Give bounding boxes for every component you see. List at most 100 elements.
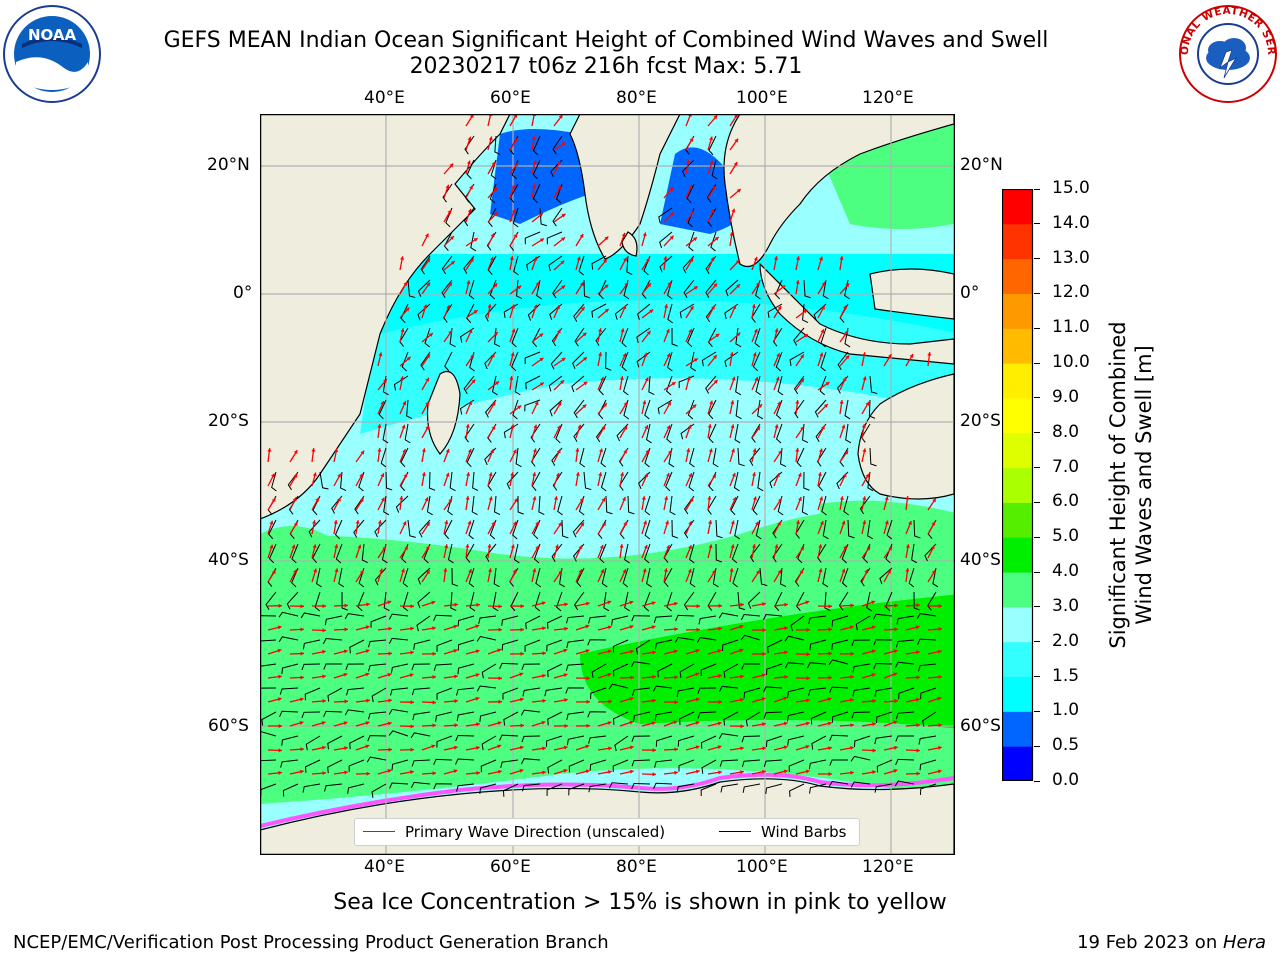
wave-direction-arrowhead xyxy=(666,425,671,430)
wave-direction-arrowhead xyxy=(426,282,430,287)
wind-barb xyxy=(675,614,695,622)
wave-direction-arrowhead xyxy=(380,497,385,502)
wind-barb xyxy=(916,613,937,620)
wave-direction-arrowhead xyxy=(575,472,580,476)
wave-direction-arrowhead xyxy=(425,377,429,382)
wave-direction-arrowhead xyxy=(337,497,341,502)
colorbar-tick-mark xyxy=(1034,188,1040,190)
wind-barb xyxy=(705,279,717,298)
wind-barb xyxy=(591,255,607,270)
wind-barb xyxy=(552,135,563,155)
wave-direction-arrowhead xyxy=(850,651,854,656)
wave-direction-arrowhead xyxy=(558,570,562,575)
wave-direction-arrowhead xyxy=(466,160,471,165)
wind-barb xyxy=(755,375,762,396)
wave-direction-arrowhead xyxy=(777,521,781,526)
wave-direction-arrowhead xyxy=(322,771,326,776)
wave-direction-arrowhead xyxy=(564,723,568,728)
lat-label-right-20s: 20°S xyxy=(960,411,1001,431)
wind-barb xyxy=(417,591,431,609)
wave-direction-arrowhead xyxy=(337,473,341,478)
wave-direction-arrowhead xyxy=(409,673,414,678)
wind-barb xyxy=(895,758,915,766)
wave-direction-arrowhead xyxy=(401,424,406,429)
wave-direction-arrowhead xyxy=(690,210,695,215)
wave-direction-arrowhead xyxy=(448,282,452,287)
wave-direction-arrowhead xyxy=(432,771,436,776)
wave-direction-arrowhead xyxy=(488,472,493,477)
wind-barb xyxy=(361,543,368,564)
wave-direction-arrowhead xyxy=(938,723,942,728)
wind-barb xyxy=(829,686,849,693)
wave-direction-arrowhead xyxy=(513,233,518,238)
wind-barb xyxy=(388,613,409,620)
wave-direction-arrowhead xyxy=(841,568,846,573)
wave-direction-arrowhead xyxy=(497,744,502,749)
wave-direction-arrowhead xyxy=(778,450,782,455)
wave-direction-arrowhead xyxy=(432,700,436,705)
wind-barb xyxy=(774,279,783,300)
wind-barb xyxy=(524,231,541,245)
wave-direction-arrowhead xyxy=(717,649,722,654)
wind-barb xyxy=(579,447,586,468)
wind-barb xyxy=(385,471,393,491)
lon-label-top-120e: 120°E xyxy=(862,88,914,108)
wave-direction-arrowhead xyxy=(387,769,392,774)
wave-direction-arrowhead xyxy=(762,722,766,727)
wave-direction-arrowhead xyxy=(915,625,920,630)
wave-direction-arrowhead xyxy=(693,286,698,290)
wave-direction-arrowhead xyxy=(293,450,298,455)
wave-direction-arrowhead xyxy=(709,400,714,405)
wave-direction-arrowhead xyxy=(756,570,760,575)
wind-barb xyxy=(894,780,915,787)
wave-direction-arrowhead xyxy=(850,674,854,680)
wave-direction-arrowhead xyxy=(695,672,700,677)
wave-direction-arrowhead xyxy=(865,401,870,406)
wave-direction-arrowhead xyxy=(556,161,561,166)
wind-barb xyxy=(775,423,783,444)
wind-barb xyxy=(847,519,855,539)
wind-barb xyxy=(383,591,390,612)
wave-direction-arrowhead xyxy=(607,600,612,605)
wave-direction-arrowhead xyxy=(535,545,539,550)
wave-direction-arrowhead xyxy=(731,208,736,213)
wave-direction-arrowhead xyxy=(476,770,480,776)
wave-direction-arrowhead xyxy=(359,473,363,478)
wind-barb xyxy=(591,303,607,318)
wind-barb xyxy=(873,663,893,670)
wave-direction-arrowhead xyxy=(366,698,370,703)
wave-direction-arrowhead xyxy=(864,569,869,574)
wave-direction-arrowhead xyxy=(797,496,802,501)
wave-direction-arrowhead xyxy=(400,256,405,261)
colorbar-tick-label: 9.0 xyxy=(1052,386,1080,407)
wave-direction-arrowhead xyxy=(534,401,539,406)
sea-ice-note: Sea Ice Concentration > 15% is shown in … xyxy=(333,890,947,915)
lat-label-left-0: 0° xyxy=(233,283,253,303)
wind-barb xyxy=(525,615,541,630)
wind-barb xyxy=(520,758,541,765)
wind-barb xyxy=(752,495,761,516)
wind-barb xyxy=(636,327,651,344)
wind-barb xyxy=(390,663,409,674)
wind-barb xyxy=(327,759,343,774)
colorbar-swatch xyxy=(1002,606,1033,643)
wave-direction-arrowhead xyxy=(753,256,758,261)
wind-barb xyxy=(500,759,519,769)
wind-barb xyxy=(550,351,563,370)
wave-direction-arrowhead xyxy=(343,721,348,726)
wave-direction-arrowhead xyxy=(739,624,744,629)
wind-barb xyxy=(323,710,343,718)
wind-barb xyxy=(676,687,695,697)
wave-direction-arrowhead xyxy=(665,328,670,333)
wave-direction-arrowhead xyxy=(819,520,824,525)
wind-barb xyxy=(492,591,499,612)
wind-barb xyxy=(587,711,607,718)
wave-direction-arrowhead xyxy=(387,721,392,726)
wave-direction-arrowhead xyxy=(937,745,942,750)
wave-direction-arrowhead xyxy=(646,330,651,335)
wave-direction-arrowhead xyxy=(277,697,282,702)
wave-direction-arrowhead xyxy=(359,570,364,575)
lat-label-right-0: 0° xyxy=(960,283,980,303)
wave-direction-arrowhead xyxy=(652,748,656,753)
wind-barb xyxy=(268,543,277,564)
